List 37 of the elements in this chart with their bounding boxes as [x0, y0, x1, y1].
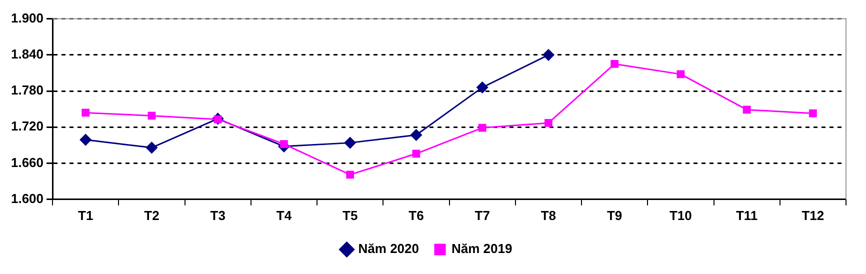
point	[742, 106, 751, 114]
y-tick-label: 1.780	[10, 82, 44, 98]
y-tick-label: 1.720	[10, 118, 44, 134]
point	[544, 119, 552, 127]
point	[280, 140, 288, 148]
point	[676, 70, 685, 78]
x-tick-label: T8	[540, 208, 556, 223]
x-tick-label: T12	[802, 208, 824, 223]
x-tick-label: T5	[342, 208, 358, 223]
x-tick-label: T7	[474, 208, 490, 223]
point	[542, 49, 554, 61]
point	[148, 112, 156, 120]
y-tick-label: 1.600	[10, 190, 44, 206]
x-tick-label: T3	[210, 208, 226, 223]
x-tick-label: T4	[276, 208, 292, 223]
x-tick-label: T1	[78, 208, 94, 223]
legend-label: Năm 2020	[358, 241, 420, 256]
y-tick-label: 1.900	[10, 10, 44, 26]
y-tick-label: 1.840	[10, 46, 44, 62]
x-tick-label: T9	[606, 208, 622, 223]
point	[610, 60, 619, 68]
point	[82, 108, 90, 117]
point	[412, 150, 420, 158]
x-tick-label: T11	[736, 208, 758, 223]
point	[146, 142, 158, 154]
point	[809, 109, 817, 118]
point	[80, 134, 92, 146]
point	[410, 129, 422, 141]
point	[344, 137, 356, 149]
point	[478, 124, 486, 132]
x-tick-label: T6	[408, 208, 424, 223]
point	[476, 82, 488, 94]
point	[346, 170, 354, 179]
x-tick-label: T2	[144, 208, 160, 223]
y-tick-label: 1.660	[10, 154, 44, 170]
legend-label: Năm 2019	[452, 241, 512, 256]
x-tick-label: T10	[669, 208, 692, 223]
